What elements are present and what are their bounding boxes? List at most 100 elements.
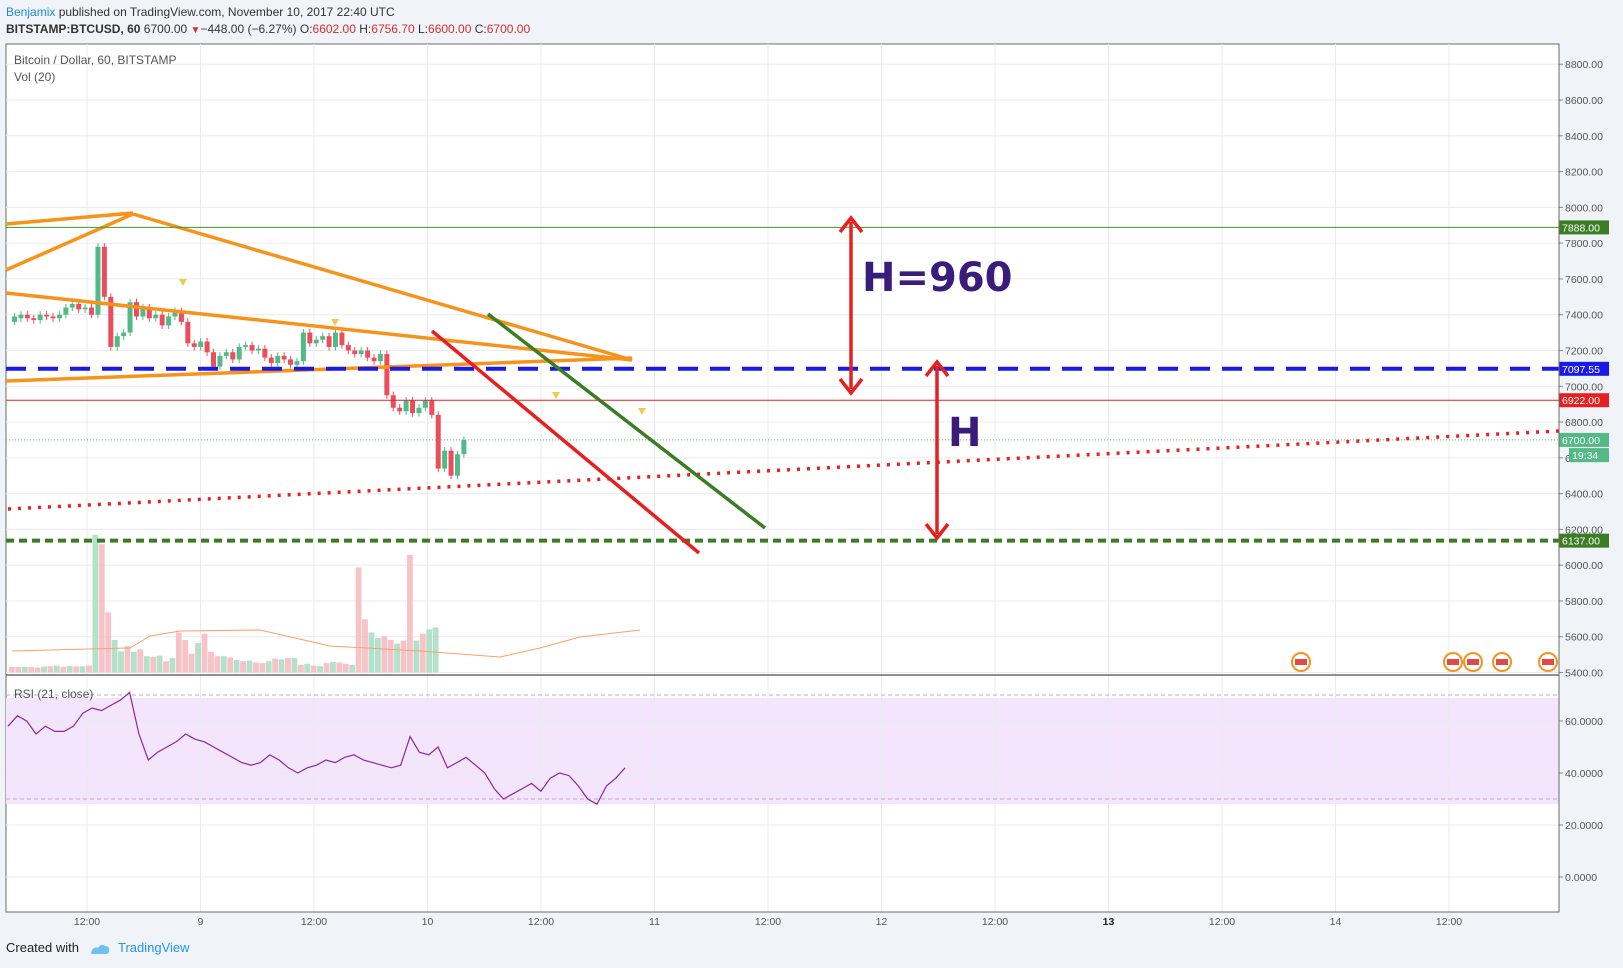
arrow-h960-head: [838, 215, 864, 234]
volume-bar: [156, 655, 163, 673]
published-text: published on TradingView.com, November 1…: [58, 5, 395, 19]
candle-body: [300, 332, 306, 362]
volume-bar: [9, 666, 15, 673]
volume-bar: [349, 664, 356, 673]
close-label: C:: [474, 22, 487, 36]
candle-body: [159, 314, 165, 326]
candle-body: [89, 307, 95, 315]
price-tick-label: 6800.00: [1565, 417, 1603, 429]
volume-bar: [41, 666, 47, 673]
candle-body: [435, 414, 441, 469]
rsi-series: [7, 691, 626, 806]
time-tick-label: 11: [649, 916, 660, 928]
volume-bar: [285, 658, 291, 673]
volume-bar: [310, 665, 317, 673]
volume-bar: [336, 662, 343, 673]
price-tick-label: 8000.00: [1565, 202, 1603, 214]
volume-bar: [233, 659, 240, 673]
price-label-text: 7888.00: [1562, 222, 1600, 234]
candle-body: [268, 357, 274, 364]
footer: Created with TradingView: [6, 940, 190, 956]
rsi-line: [7, 691, 626, 806]
volume-bar: [362, 619, 368, 673]
volume-bar: [259, 663, 266, 673]
time-tick-label: 14: [1330, 916, 1342, 928]
candle-body: [410, 400, 416, 414]
us-flag-event-icon-stripe: [1542, 659, 1554, 665]
volume-bar: [381, 636, 388, 673]
candle-body: [121, 332, 127, 337]
candle-body: [69, 303, 75, 308]
time-tick-label: 12:00: [982, 916, 1008, 928]
legend-title: Bitcoin / Dollar, 60, BITSTAMP: [14, 53, 177, 67]
candle-body: [365, 350, 371, 358]
price-label-text: 6137.00: [1562, 536, 1600, 548]
created-with-text: Created with: [6, 940, 79, 955]
price-tick-label: 6200.00: [1565, 524, 1603, 536]
time-tick-label: 12:00: [1209, 916, 1235, 928]
candle-body: [198, 341, 204, 347]
tradingview-link[interactable]: TradingView: [118, 940, 190, 955]
price-label-text: 7097.55: [1562, 364, 1600, 376]
volume-bar: [137, 649, 144, 673]
high-value: 6756.70: [371, 22, 415, 36]
time-tick-label: 10: [422, 916, 434, 928]
price-label-text: 6700.00: [1562, 435, 1600, 447]
price-label-box: [1559, 393, 1609, 408]
volume-bar: [426, 629, 433, 673]
volume-bar: [374, 638, 381, 673]
green-channel-line: [486, 312, 767, 530]
volume-bar: [28, 667, 35, 673]
candle-body: [185, 321, 191, 344]
candle-body: [454, 454, 460, 476]
open-value: 6602.00: [312, 22, 356, 36]
candle-body: [24, 314, 30, 319]
author-link[interactable]: Benjamix: [6, 5, 56, 19]
volume-bar: [265, 661, 272, 673]
volume-bar: [220, 656, 227, 673]
candle-body: [243, 345, 249, 347]
price-tick-label: 6400.00: [1565, 489, 1603, 501]
candle-body: [288, 359, 294, 365]
candle-body: [153, 314, 159, 319]
legend-rsi: RSI (21, close): [14, 687, 93, 701]
volume-bar: [79, 666, 86, 673]
volume-bar: [118, 651, 124, 673]
volume-bar: [317, 666, 323, 673]
candle-body: [76, 303, 82, 310]
volume-bar: [291, 658, 298, 673]
candle-body: [416, 407, 422, 414]
price-label-text: 19:34: [1572, 450, 1598, 462]
candle-body: [127, 302, 133, 333]
candle-body: [166, 316, 172, 326]
candle-body: [140, 307, 146, 317]
high-label: H:: [359, 22, 372, 36]
candle-body: [461, 439, 467, 455]
volume-bar: [92, 534, 99, 673]
tradingview-logo-icon: [90, 944, 109, 954]
last-price: 6700.00: [143, 22, 188, 36]
signal-marker-icon: [179, 279, 187, 286]
volume-bar: [304, 663, 311, 673]
price-tick-label: 7800.00: [1565, 238, 1603, 250]
price-label-box: [1559, 533, 1609, 548]
price-tick-label: 7400.00: [1565, 310, 1603, 322]
volume-bar: [150, 656, 157, 673]
price-label-box: [1569, 448, 1609, 463]
volume-bar: [432, 627, 439, 673]
volume-bar: [66, 665, 73, 673]
volume-ma-line: [11, 629, 641, 658]
candle-body: [307, 332, 313, 344]
candle-body: [31, 318, 37, 321]
volume-bar: [342, 663, 349, 673]
candle-body: [403, 400, 409, 412]
volume-bar: [297, 664, 304, 673]
volume-bar: [419, 633, 426, 673]
annotation-h960: H=960: [862, 255, 1013, 301]
volume-bar: [208, 651, 214, 673]
time-tick-label: 12:00: [301, 916, 327, 928]
volume-bar: [387, 639, 394, 673]
candle-body: [275, 355, 281, 364]
low-label: L:: [418, 22, 429, 36]
